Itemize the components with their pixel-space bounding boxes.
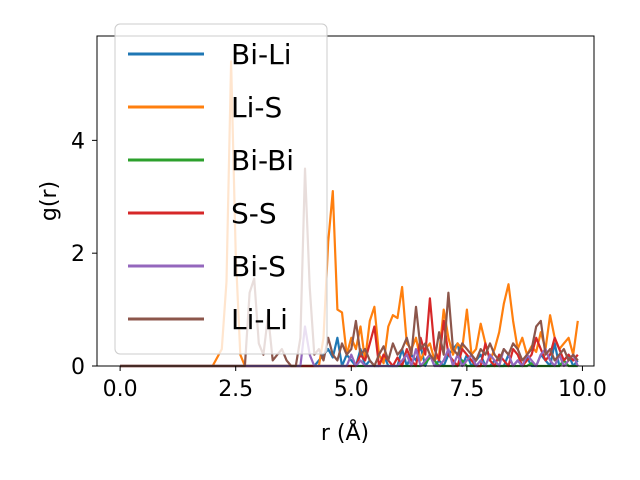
legend-label-s-s: S-S	[231, 197, 277, 230]
legend-label-li-s: Li-S	[231, 91, 282, 124]
legend-label-bi-li: Bi-Li	[231, 38, 291, 71]
y-axis-label: g(r)	[37, 181, 62, 221]
x-tick-label: 7.5	[449, 377, 484, 402]
legend-label-bi-bi: Bi-Bi	[231, 144, 294, 177]
y-axis: 0 2 4	[71, 129, 97, 380]
x-axis: 0.0 2.5 5.0 7.5 10.0	[103, 366, 607, 402]
axes-frame	[96, 35, 595, 367]
x-axis-label: r (Å)	[321, 419, 369, 446]
legend-label-bi-s: Bi-S	[231, 250, 286, 283]
x-tick-label: 0.0	[103, 377, 138, 402]
legend-label-li-li: Li-Li	[231, 303, 288, 336]
y-tick-label: 4	[71, 129, 85, 154]
x-tick-label: 5.0	[334, 377, 369, 402]
legend-frame	[114, 23, 328, 355]
y-tick-label: 0	[71, 355, 85, 380]
y-tick-label: 2	[71, 242, 85, 267]
x-tick-label: 10.0	[558, 377, 607, 402]
legend: Bi-Li Li-S Bi-Bi S-S Bi-S Li-Li	[114, 23, 328, 355]
x-tick-label: 2.5	[218, 377, 253, 402]
